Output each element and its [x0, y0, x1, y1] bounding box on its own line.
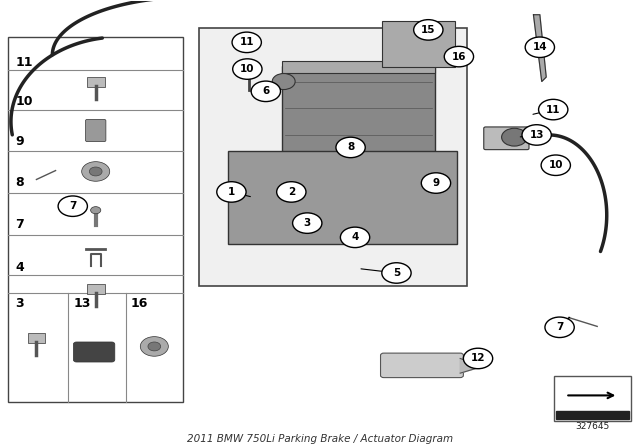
- FancyBboxPatch shape: [74, 342, 115, 362]
- Text: 8: 8: [15, 176, 24, 189]
- FancyBboxPatch shape: [383, 21, 455, 67]
- Text: 13: 13: [529, 130, 544, 140]
- Text: 11: 11: [15, 56, 33, 69]
- Text: 16: 16: [130, 297, 147, 310]
- Circle shape: [276, 182, 306, 202]
- Circle shape: [545, 317, 574, 337]
- Circle shape: [444, 46, 474, 67]
- Polygon shape: [556, 411, 629, 419]
- Text: 7: 7: [69, 201, 76, 211]
- Circle shape: [382, 263, 411, 283]
- FancyBboxPatch shape: [282, 61, 435, 73]
- Text: 10: 10: [240, 64, 255, 74]
- FancyBboxPatch shape: [87, 77, 104, 87]
- Circle shape: [58, 196, 88, 216]
- Circle shape: [292, 213, 322, 233]
- FancyBboxPatch shape: [282, 66, 435, 168]
- FancyBboxPatch shape: [484, 127, 529, 150]
- Text: 13: 13: [74, 297, 91, 310]
- Circle shape: [522, 125, 551, 145]
- Circle shape: [232, 32, 261, 52]
- Circle shape: [148, 342, 161, 351]
- Text: 12: 12: [471, 353, 485, 363]
- Text: 10: 10: [548, 160, 563, 170]
- Text: 3: 3: [303, 218, 311, 228]
- Circle shape: [502, 128, 527, 146]
- FancyBboxPatch shape: [86, 119, 106, 142]
- Text: 9: 9: [15, 135, 24, 148]
- Text: 4: 4: [351, 233, 359, 242]
- FancyBboxPatch shape: [228, 151, 457, 244]
- Circle shape: [140, 336, 168, 356]
- Text: 11: 11: [546, 104, 561, 115]
- Text: 9: 9: [433, 178, 440, 188]
- Circle shape: [541, 155, 570, 176]
- FancyBboxPatch shape: [199, 28, 467, 286]
- Circle shape: [91, 207, 100, 214]
- Text: 8: 8: [347, 142, 354, 152]
- Circle shape: [340, 227, 370, 248]
- Text: 1: 1: [228, 187, 235, 197]
- Circle shape: [233, 59, 262, 79]
- Text: 15: 15: [421, 25, 436, 35]
- Text: 327645: 327645: [575, 422, 610, 431]
- FancyBboxPatch shape: [554, 376, 631, 421]
- Circle shape: [421, 173, 451, 193]
- Text: 7: 7: [556, 322, 563, 332]
- Text: 14: 14: [532, 42, 547, 52]
- Text: 11: 11: [239, 37, 254, 47]
- Text: 4: 4: [15, 260, 24, 274]
- Bar: [8, 37, 183, 402]
- Circle shape: [336, 137, 365, 158]
- Text: 6: 6: [262, 86, 269, 96]
- Circle shape: [413, 20, 443, 40]
- Circle shape: [251, 81, 280, 102]
- Text: 7: 7: [15, 218, 24, 231]
- Text: 10: 10: [15, 95, 33, 108]
- Circle shape: [525, 37, 554, 57]
- Text: 5: 5: [393, 268, 400, 278]
- Text: 2011 BMW 750Li Parking Brake / Actuator Diagram: 2011 BMW 750Li Parking Brake / Actuator …: [187, 435, 453, 444]
- Circle shape: [272, 73, 295, 90]
- Polygon shape: [534, 15, 546, 82]
- Circle shape: [82, 162, 109, 181]
- Text: 3: 3: [15, 297, 24, 310]
- Circle shape: [217, 182, 246, 202]
- Circle shape: [539, 99, 568, 120]
- Circle shape: [463, 348, 493, 369]
- Circle shape: [90, 167, 102, 176]
- FancyBboxPatch shape: [87, 284, 104, 294]
- FancyBboxPatch shape: [28, 333, 45, 343]
- Polygon shape: [460, 358, 483, 373]
- Text: 16: 16: [452, 52, 466, 61]
- FancyBboxPatch shape: [381, 353, 463, 378]
- Text: 2: 2: [288, 187, 295, 197]
